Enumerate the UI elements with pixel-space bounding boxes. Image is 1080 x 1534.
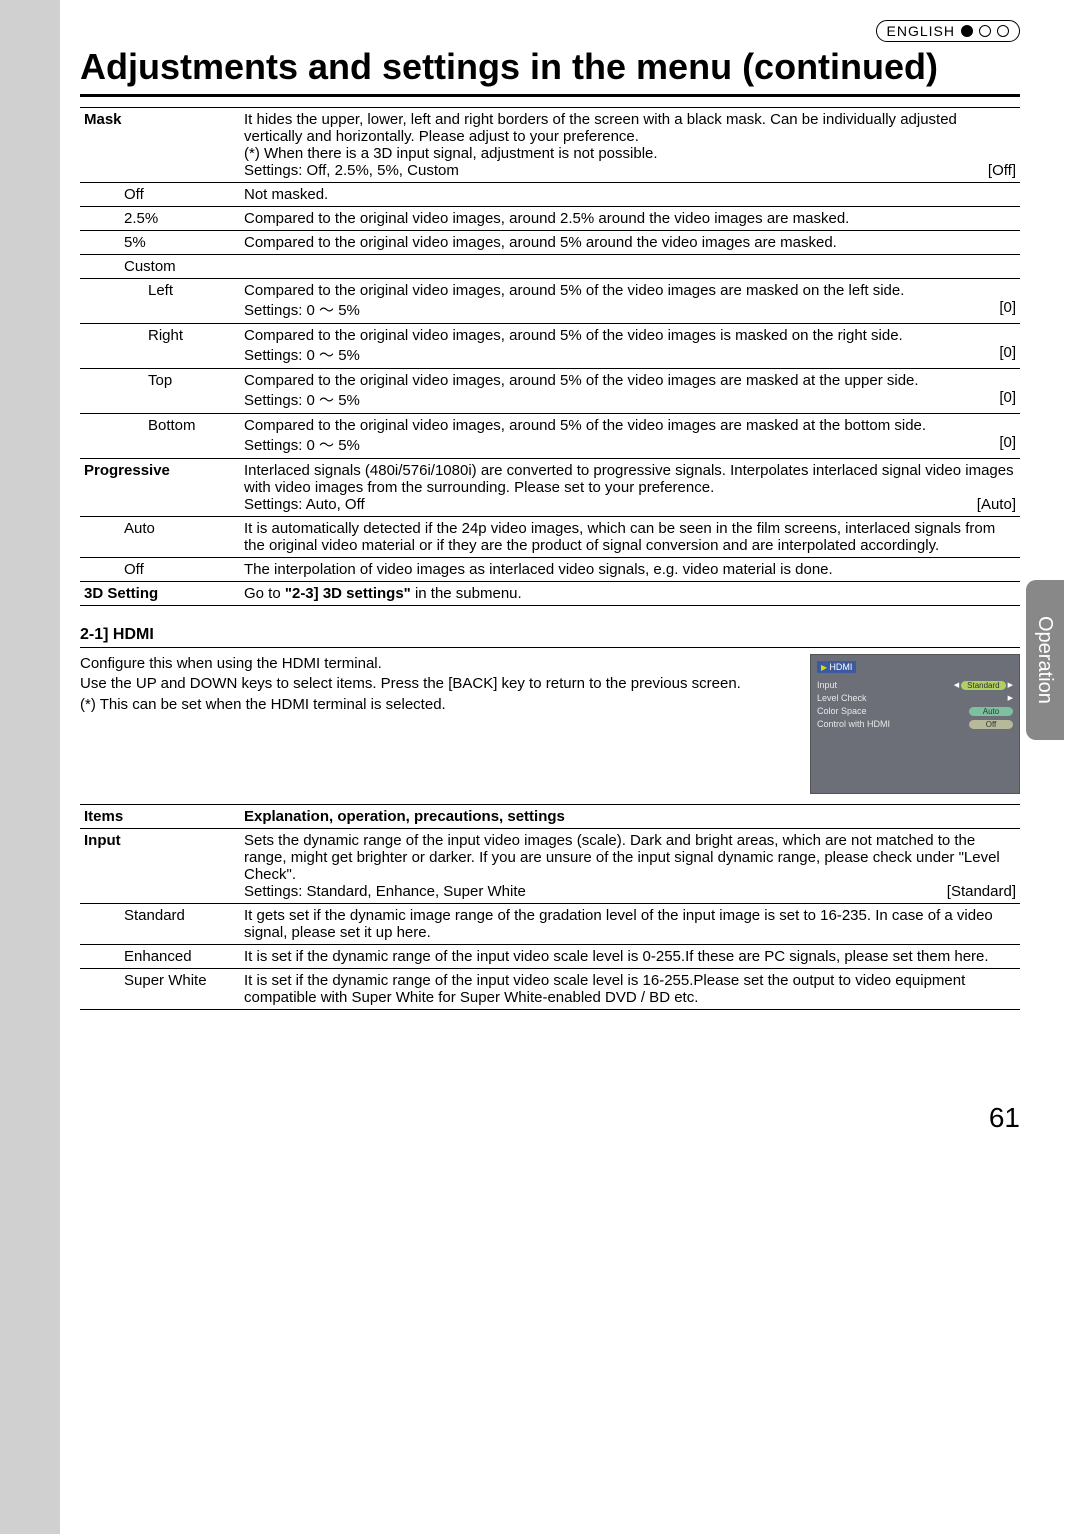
mask-25-label: 2.5% — [120, 207, 240, 231]
mask-left-label: Left — [120, 279, 240, 324]
mask-bottom-cell: Compared to the original video images, a… — [240, 414, 1020, 459]
prog-off-label: Off — [120, 558, 240, 582]
mask-bottom-default: [0] — [999, 434, 1016, 455]
t2-header-items: Items — [80, 805, 240, 829]
progressive-label: Progressive — [80, 459, 240, 517]
t2-superwhite-label: Super White — [120, 969, 240, 1010]
t2-input-cell: Sets the dynamic range of the input vide… — [240, 829, 1020, 904]
osd-input-select: ◀Standard▶ — [954, 681, 1013, 690]
lang-dot-3-icon — [997, 25, 1009, 37]
prog-off-desc: The interpolation of video images as int… — [240, 558, 1020, 582]
hdmi-heading: 2-1] HDMI — [80, 626, 1020, 648]
mask-bottom-label: Bottom — [120, 414, 240, 459]
mask-5-label: 5% — [120, 231, 240, 255]
page-title: Adjustments and settings in the menu (co… — [80, 46, 1020, 97]
operation-tab: Operation — [1026, 580, 1064, 740]
t2-header-expl: Explanation, operation, precautions, set… — [240, 805, 1020, 829]
3d-pre: Go to — [244, 585, 285, 602]
osd-title: HDMI — [817, 661, 856, 673]
page: Operation ENGLISH Adjustments and settin… — [0, 0, 1080, 1534]
mask-off-desc: Not masked. — [240, 183, 1020, 207]
mask-left-default: [0] — [999, 299, 1016, 320]
3d-setting-label: 3D Setting — [80, 582, 240, 606]
mask-top-settings: Settings: 0 ～ 5% — [244, 389, 360, 410]
prog-auto-desc: It is automatically detected if the 24p … — [240, 517, 1020, 558]
mask-right-label: Right — [120, 324, 240, 369]
t2-input-desc: Sets the dynamic range of the input vide… — [244, 832, 1016, 883]
hdmi-intro-text: Configure this when using the HDMI termi… — [80, 654, 790, 794]
prog-auto-label: Auto — [120, 517, 240, 558]
right-arrow-icon: ▶ — [1008, 694, 1013, 702]
mask-off-label: Off — [120, 183, 240, 207]
settings-table-1: Mask It hides the upper, lower, left and… — [80, 107, 1020, 612]
3d-post: in the submenu. — [411, 585, 522, 602]
mask-top-default: [0] — [999, 389, 1016, 410]
t2-enhanced-desc: It is set if the dynamic range of the in… — [240, 945, 1020, 969]
mask-settings: Settings: Off, 2.5%, 5%, Custom — [244, 162, 459, 179]
t2-standard-label: Standard — [120, 904, 240, 945]
hdmi-osd-preview: HDMI Input ◀Standard▶ Level Check ▶ Colo… — [810, 654, 1020, 794]
mask-desc-text: It hides the upper, lower, left and righ… — [244, 111, 957, 162]
mask-right-settings: Settings: 0 ～ 5% — [244, 344, 360, 365]
mask-label: Mask — [80, 108, 240, 183]
left-arrow-icon: ◀ — [954, 681, 959, 689]
osd-ctrl-label: Control with HDMI — [817, 719, 890, 729]
mask-right-cell: Compared to the original video images, a… — [240, 324, 1020, 369]
mask-desc: It hides the upper, lower, left and righ… — [240, 108, 1020, 183]
osd-input-label: Input — [817, 680, 837, 690]
mask-right-default: [0] — [999, 344, 1016, 365]
osd-level-label: Level Check — [817, 693, 867, 703]
t2-input-default: [Standard] — [947, 883, 1016, 900]
page-number: 61 — [989, 1102, 1020, 1134]
mask-right-desc: Compared to the original video images, a… — [244, 327, 1016, 344]
hdmi-intro: Configure this when using the HDMI termi… — [80, 654, 1020, 794]
hdmi-intro-l3: (*) This can be set when the HDMI termin… — [80, 695, 790, 715]
osd-color-label: Color Space — [817, 706, 867, 716]
language-bar: ENGLISH — [80, 20, 1020, 42]
osd-ctrl-value: Off — [969, 720, 1013, 729]
progressive-settings: Settings: Auto, Off — [244, 496, 365, 513]
mask-left-cell: Compared to the original video images, a… — [240, 279, 1020, 324]
3d-ref: "2-3] 3D settings" — [285, 585, 411, 602]
settings-table-2: Items Explanation, operation, precaution… — [80, 804, 1020, 1016]
hdmi-intro-l1: Configure this when using the HDMI termi… — [80, 654, 790, 674]
mask-bottom-settings: Settings: 0 ～ 5% — [244, 434, 360, 455]
lang-dot-1-icon — [961, 25, 973, 37]
progressive-default: [Auto] — [977, 496, 1016, 513]
mask-left-settings: Settings: 0 ～ 5% — [244, 299, 360, 320]
right-arrow-icon: ▶ — [1008, 681, 1013, 689]
progressive-desc: Interlaced signals (480i/576i/1080i) are… — [244, 462, 1016, 496]
left-margin — [0, 0, 60, 1534]
progressive-cell: Interlaced signals (480i/576i/1080i) are… — [240, 459, 1020, 517]
osd-color-value: Auto — [969, 707, 1013, 716]
mask-custom-label: Custom — [120, 255, 240, 279]
lang-dot-2-icon — [979, 25, 991, 37]
osd-input-value: Standard — [961, 681, 1005, 690]
mask-bottom-desc: Compared to the original video images, a… — [244, 417, 1016, 434]
mask-5-desc: Compared to the original video images, a… — [240, 231, 1020, 255]
3d-setting-desc: Go to "2-3] 3D settings" in the submenu. — [240, 582, 1020, 606]
hdmi-intro-l2: Use the UP and DOWN keys to select items… — [80, 674, 790, 694]
t2-input-label: Input — [80, 829, 240, 904]
t2-input-settings: Settings: Standard, Enhance, Super White — [244, 883, 526, 900]
mask-top-label: Top — [120, 369, 240, 414]
mask-top-cell: Compared to the original video images, a… — [240, 369, 1020, 414]
mask-default: [Off] — [988, 162, 1016, 179]
t2-superwhite-desc: It is set if the dynamic range of the in… — [240, 969, 1020, 1010]
t2-enhanced-label: Enhanced — [120, 945, 240, 969]
t2-standard-desc: It gets set if the dynamic image range o… — [240, 904, 1020, 945]
language-label: ENGLISH — [887, 23, 955, 39]
mask-left-desc: Compared to the original video images, a… — [244, 282, 1016, 299]
content-area: ENGLISH Adjustments and settings in the … — [80, 20, 1020, 1016]
language-pill: ENGLISH — [876, 20, 1020, 42]
mask-25-desc: Compared to the original video images, a… — [240, 207, 1020, 231]
mask-top-desc: Compared to the original video images, a… — [244, 372, 1016, 389]
